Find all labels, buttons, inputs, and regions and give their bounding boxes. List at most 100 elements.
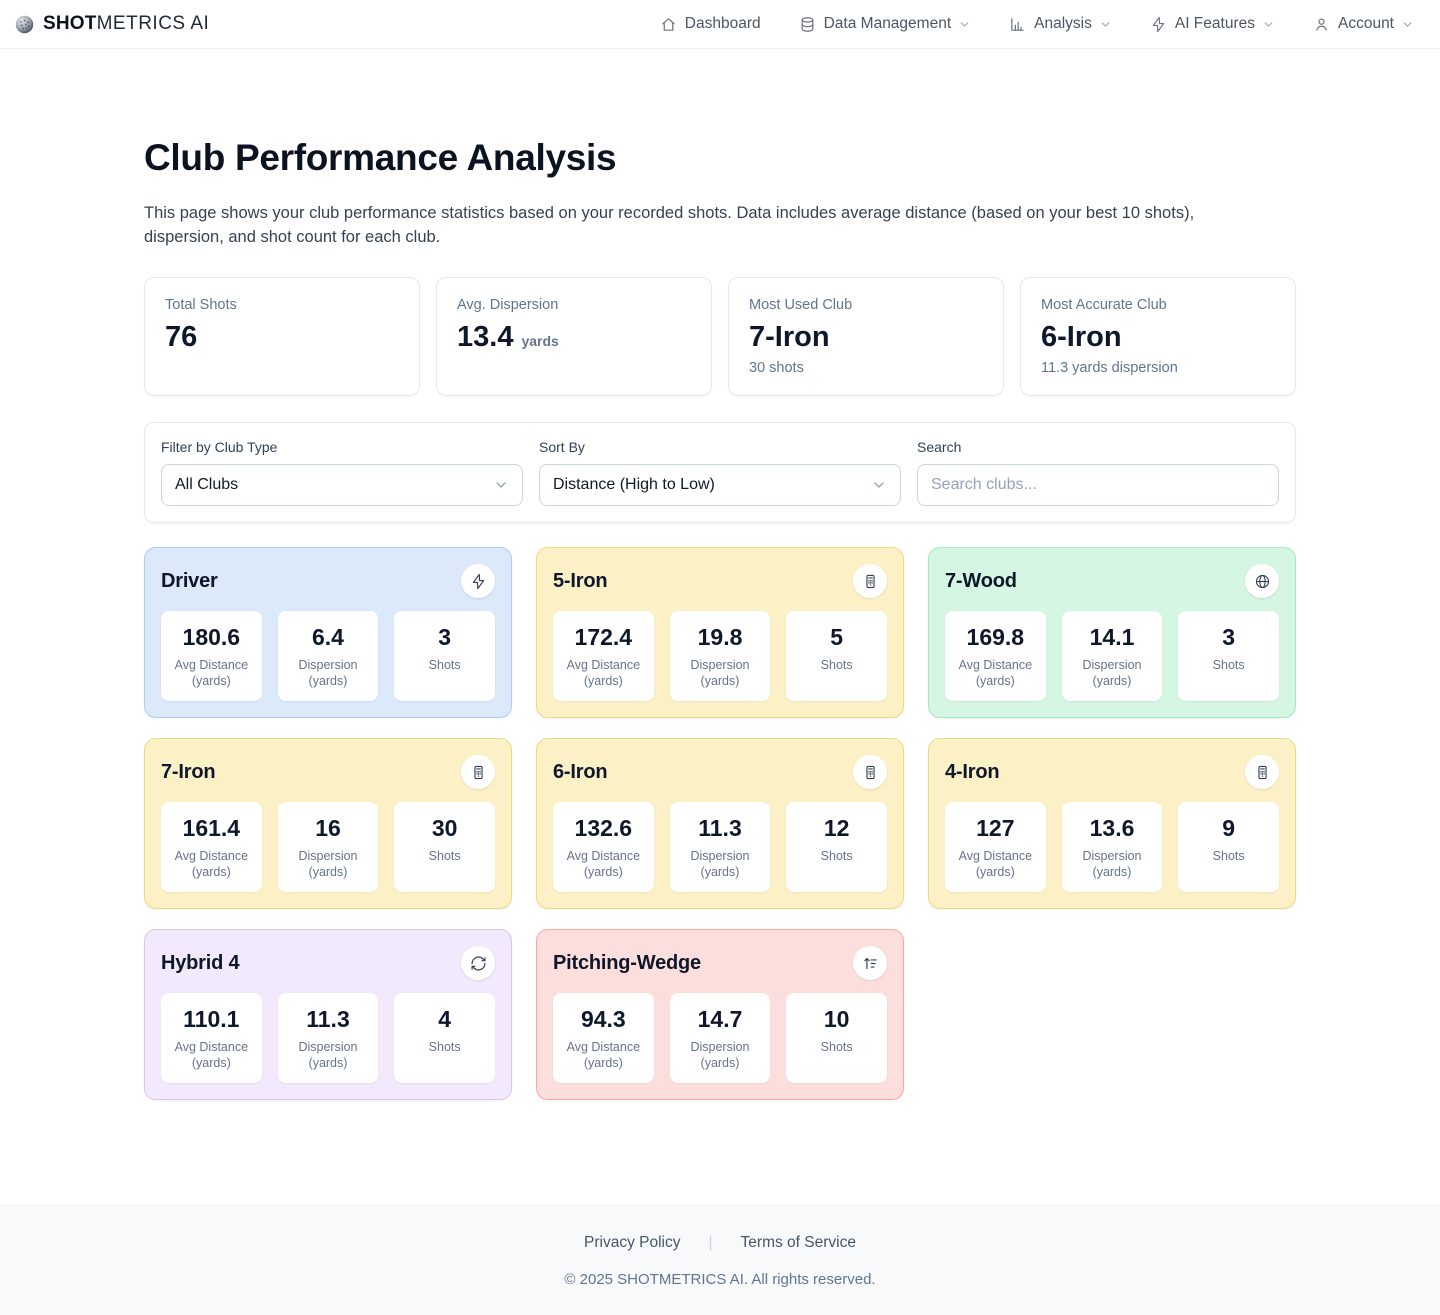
stat-value: 30: [431, 815, 458, 842]
nav-item-ai-features[interactable]: AI Features: [1150, 15, 1275, 33]
stat-label: (yards): [583, 1056, 623, 1071]
club-stat-shots: 5 Shots: [786, 611, 887, 702]
main-content: Club Performance Analysis This page show…: [144, 49, 1296, 1204]
stat-label: Shots: [1212, 658, 1245, 673]
stat-label: (yards): [191, 1056, 231, 1071]
stat-value: 3: [438, 624, 452, 651]
stat-label: Dispersion: [690, 658, 750, 673]
stat-label: Shots: [820, 1040, 853, 1055]
club-card: 4-Iron 127 Avg Distance (yards) 13.6 Dispers…: [928, 738, 1296, 910]
stat-label: (yards): [308, 1056, 348, 1071]
club-stat-shots: 10 Shots: [786, 993, 887, 1084]
stat-value: 7-Iron: [749, 321, 830, 353]
calculator-icon: [461, 755, 495, 790]
club-stat-avg-distance: 172.4 Avg Distance (yards): [553, 611, 654, 702]
club-card-header: 7-Wood: [945, 564, 1279, 599]
club-card-header: Hybrid 4: [161, 946, 495, 981]
chevron-down-icon: [1099, 18, 1112, 31]
sort-by-select[interactable]: Distance (High to Low): [539, 464, 901, 507]
club-stats: 180.6 Avg Distance (yards) 6.4 Dispersion (ya…: [161, 611, 495, 702]
page-title: Club Performance Analysis: [144, 137, 617, 178]
club-card: Driver 180.6 Avg Distance (yards) 6.4 Disper…: [144, 547, 512, 719]
stat-label: (yards): [1092, 865, 1132, 880]
stat-label: (yards): [583, 674, 623, 689]
nav-label: Analysis: [1034, 15, 1092, 32]
search-input[interactable]: [917, 464, 1279, 507]
club-type-select[interactable]: All Clubs: [161, 464, 523, 507]
stat-value: 13.4: [457, 321, 514, 353]
club-grid: Driver 180.6 Avg Distance (yards) 6.4 Disper…: [144, 547, 1296, 1101]
stat-label: (yards): [583, 865, 623, 880]
club-stats: 161.4 Avg Distance (yards) 16 Dispersion (yar…: [161, 802, 495, 893]
club-name: 6-Iron: [553, 760, 608, 783]
stat-value: 169.8: [966, 624, 1025, 651]
chevron-down-icon: [1262, 18, 1275, 31]
stat-label: Shots: [820, 658, 853, 673]
club-card-header: 6-Iron: [553, 755, 887, 790]
nav-label: Data Management: [823, 15, 952, 32]
stat-value: 11.3: [306, 1006, 350, 1033]
club-stats: 172.4 Avg Distance (yards) 19.8 Dispersion (y…: [553, 611, 887, 702]
total-shots-card: Total Shots 76: [144, 277, 420, 397]
stat-label: Avg Distance: [174, 1040, 249, 1055]
sort-by-selected-value: Distance (High to Low): [553, 476, 715, 494]
stat-value: 13.6: [1089, 815, 1135, 842]
terms-of-service-link[interactable]: Terms of Service: [740, 1234, 856, 1252]
nav-label: Dashboard: [684, 15, 761, 32]
stat-value: 14.7: [697, 1006, 743, 1033]
brand-logo[interactable]: SHOTMETRICS AI: [14, 13, 209, 35]
privacy-policy-link[interactable]: Privacy Policy: [584, 1234, 681, 1252]
stat-value: 11.3: [698, 815, 742, 842]
club-name: Driver: [161, 569, 218, 592]
stat-value: 19.8: [697, 624, 743, 651]
chevron-down-icon: [493, 477, 509, 493]
stat-value: 127: [976, 815, 1015, 842]
club-stat-shots: 9 Shots: [1178, 802, 1279, 893]
club-stat-avg-distance: 169.8 Avg Distance (yards): [945, 611, 1046, 702]
nav-item-dashboard[interactable]: Dashboard: [660, 15, 761, 33]
club-stat-dispersion: 11.3 Dispersion (yards): [277, 993, 379, 1084]
club-stat-shots: 3 Shots: [394, 611, 495, 702]
club-stat-dispersion: 13.6 Dispersion (yards): [1061, 802, 1163, 893]
page-footer: Privacy Policy | Terms of Service © 2025…: [0, 1204, 1440, 1315]
stat-label: Dispersion: [1082, 658, 1142, 673]
page-description: This page shows your club performance st…: [144, 204, 1195, 246]
chevron-down-icon: [958, 18, 971, 31]
stat-label: Avg Distance: [566, 849, 641, 864]
stat-label: Avg Distance: [174, 849, 249, 864]
filter-panel: Filter by Club Type All Clubs Sort By Di…: [144, 422, 1296, 524]
club-stat-avg-distance: 94.3 Avg Distance (yards): [553, 993, 654, 1084]
club-stat-dispersion: 14.1 Dispersion (yards): [1061, 611, 1163, 702]
summary-stats: Total Shots 76 Avg. Dispersion 13.4 yard…: [144, 277, 1296, 397]
club-card: 5-Iron 172.4 Avg Distance (yards) 19.8 Dispe…: [536, 547, 904, 719]
club-card: Pitching-Wedge 94.3 Avg Distance (yards) 14…: [536, 929, 904, 1101]
stat-label: (yards): [308, 674, 348, 689]
club-card: 7-Iron 161.4 Avg Distance (yards) 16 Dispers…: [144, 738, 512, 910]
stat-label: (yards): [975, 865, 1015, 880]
stat-label: (yards): [975, 674, 1015, 689]
stat-label: Dispersion: [690, 1040, 750, 1055]
club-stat-shots: 3 Shots: [1178, 611, 1279, 702]
stat-label: (yards): [700, 865, 740, 880]
club-card-header: 5-Iron: [553, 564, 887, 599]
stat-value: 6.4: [312, 624, 344, 651]
stat-value: 10: [823, 1006, 850, 1033]
stat-label: Shots: [428, 658, 461, 673]
nav-item-data-management[interactable]: Data Management: [799, 15, 972, 33]
most-used-club-card: Most Used Club 7-Iron 30 shots: [728, 277, 1004, 397]
nav-item-account[interactable]: Account: [1313, 15, 1414, 33]
club-stats: 132.6 Avg Distance (yards) 11.3 Dispersion (y…: [553, 802, 887, 893]
nav-item-analysis[interactable]: Analysis: [1009, 15, 1112, 33]
club-card-header: Driver: [161, 564, 495, 599]
stat-value: 110.1: [183, 1006, 240, 1033]
stat-label: (yards): [1092, 674, 1132, 689]
database-icon: [799, 16, 816, 33]
stat-label: Avg Distance: [174, 658, 249, 673]
avg-dispersion-card: Avg. Dispersion 13.4 yards: [436, 277, 712, 397]
sort-by-field: Sort By Distance (High to Low): [539, 439, 901, 507]
club-name: 5-Iron: [553, 569, 608, 592]
club-name: Pitching-Wedge: [553, 951, 701, 974]
club-card: 7-Wood 169.8 Avg Distance (yards) 14.1 Dispe…: [928, 547, 1296, 719]
club-name: 7-Wood: [945, 569, 1017, 592]
home-icon: [660, 16, 677, 33]
